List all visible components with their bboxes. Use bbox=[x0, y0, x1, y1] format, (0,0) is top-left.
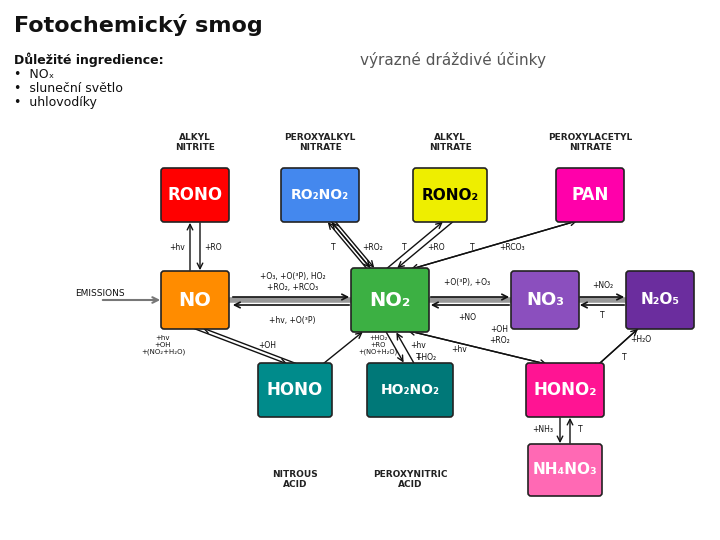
Text: PAN: PAN bbox=[571, 186, 608, 204]
Text: +NO: +NO bbox=[459, 314, 477, 322]
Text: ALKYL
NITRITE: ALKYL NITRITE bbox=[175, 133, 215, 152]
FancyBboxPatch shape bbox=[556, 168, 624, 222]
FancyBboxPatch shape bbox=[526, 363, 604, 417]
Text: PEROXYLACETYL
NITRATE: PEROXYLACETYL NITRATE bbox=[548, 133, 632, 152]
Text: +HO₂: +HO₂ bbox=[415, 353, 436, 361]
FancyBboxPatch shape bbox=[161, 271, 229, 329]
Text: Fotochemický smog: Fotochemický smog bbox=[14, 14, 263, 36]
Text: NH₄NO₃: NH₄NO₃ bbox=[533, 462, 598, 477]
Text: T: T bbox=[577, 426, 582, 435]
Text: PEROXYALKYL
NITRATE: PEROXYALKYL NITRATE bbox=[284, 133, 356, 152]
Text: +hv: +hv bbox=[451, 346, 467, 354]
Text: +hv, +O(³P): +hv, +O(³P) bbox=[269, 315, 316, 325]
Text: +O₃, +O(³P), HO₂
+RO₂, +RCO₃: +O₃, +O(³P), HO₂ +RO₂, +RCO₃ bbox=[260, 272, 325, 292]
FancyBboxPatch shape bbox=[258, 363, 332, 417]
Text: +RO: +RO bbox=[204, 243, 222, 252]
Text: NO₃: NO₃ bbox=[526, 291, 564, 309]
Text: +RCO₃: +RCO₃ bbox=[499, 243, 525, 252]
Text: RONO₂: RONO₂ bbox=[421, 187, 479, 202]
Text: EMISSIONS: EMISSIONS bbox=[75, 289, 125, 299]
Text: NO: NO bbox=[179, 291, 212, 309]
FancyBboxPatch shape bbox=[367, 363, 453, 417]
Text: +RO₂: +RO₂ bbox=[363, 243, 383, 252]
Text: +hv: +hv bbox=[410, 341, 426, 349]
Text: •  sluneční světlo: • sluneční světlo bbox=[14, 82, 123, 95]
Text: NO₂: NO₂ bbox=[369, 291, 410, 309]
Text: PEROXYNITRIC
ACID: PEROXYNITRIC ACID bbox=[373, 470, 447, 489]
FancyBboxPatch shape bbox=[528, 444, 602, 496]
Text: +O(³P), +O₃: +O(³P), +O₃ bbox=[444, 278, 490, 287]
Text: +OH
+RO₂: +OH +RO₂ bbox=[489, 325, 510, 345]
Text: +NH₃: +NH₃ bbox=[533, 426, 554, 435]
Text: +OH: +OH bbox=[258, 341, 276, 349]
Text: výrazné dráždivé účinky: výrazné dráždivé účinky bbox=[360, 52, 546, 68]
Text: +H₂O: +H₂O bbox=[630, 335, 651, 345]
Text: •  uhlovodíky: • uhlovodíky bbox=[14, 96, 97, 109]
Text: •  NOₓ: • NOₓ bbox=[14, 68, 54, 81]
Text: +HO₂
+RO
+(NO+H₂O): +HO₂ +RO +(NO+H₂O) bbox=[359, 335, 397, 355]
Text: +hv
+OH
+(NO₂+H₂O): +hv +OH +(NO₂+H₂O) bbox=[141, 335, 185, 355]
Text: RONO: RONO bbox=[168, 186, 222, 204]
Text: T: T bbox=[330, 243, 336, 252]
Text: HONO₂: HONO₂ bbox=[534, 381, 597, 399]
Text: +RO: +RO bbox=[427, 243, 445, 252]
Text: T: T bbox=[415, 353, 420, 361]
Text: HO₂NO₂: HO₂NO₂ bbox=[380, 383, 439, 397]
Text: NITROUS
ACID: NITROUS ACID bbox=[272, 470, 318, 489]
Text: RO₂NO₂: RO₂NO₂ bbox=[291, 188, 349, 202]
FancyBboxPatch shape bbox=[161, 168, 229, 222]
Text: T: T bbox=[402, 243, 406, 252]
FancyBboxPatch shape bbox=[511, 271, 579, 329]
Text: ALKYL
NITRATE: ALKYL NITRATE bbox=[428, 133, 472, 152]
FancyBboxPatch shape bbox=[626, 271, 694, 329]
Text: T: T bbox=[469, 243, 474, 252]
Text: N₂O₅: N₂O₅ bbox=[640, 293, 680, 307]
Text: T: T bbox=[600, 310, 605, 320]
Text: Důležité ingredience:: Důležité ingredience: bbox=[14, 52, 163, 66]
FancyBboxPatch shape bbox=[281, 168, 359, 222]
Text: +NO₂: +NO₂ bbox=[592, 280, 613, 289]
Text: +hv: +hv bbox=[169, 243, 185, 252]
Text: T: T bbox=[622, 353, 627, 361]
FancyBboxPatch shape bbox=[413, 168, 487, 222]
FancyBboxPatch shape bbox=[351, 268, 429, 332]
Text: HONO: HONO bbox=[267, 381, 323, 399]
